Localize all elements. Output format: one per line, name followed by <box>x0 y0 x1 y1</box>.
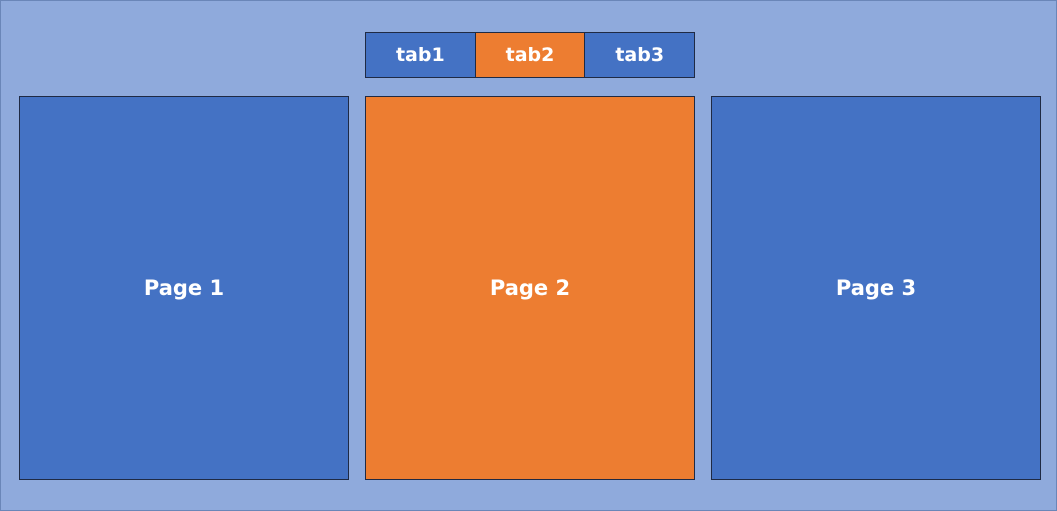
tab-2[interactable]: tab2 <box>474 33 585 77</box>
page-1-label: Page 1 <box>143 276 225 300</box>
page-1-panel: Page 1 <box>19 96 349 480</box>
page-3-panel: Page 3 <box>711 96 1041 480</box>
tab-bar: tab1 tab2 tab3 <box>365 32 695 78</box>
page-3-label: Page 3 <box>835 276 917 300</box>
page-2-label: Page 2 <box>489 276 571 300</box>
tab-3[interactable]: tab3 <box>584 33 695 77</box>
tab-1[interactable]: tab1 <box>366 33 475 77</box>
page-2-panel: Page 2 <box>365 96 695 480</box>
